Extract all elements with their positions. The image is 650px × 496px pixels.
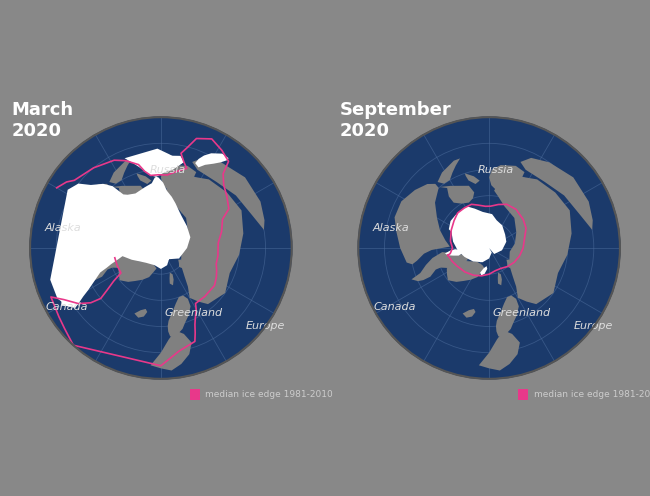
Polygon shape — [170, 273, 174, 285]
Polygon shape — [465, 173, 480, 184]
Polygon shape — [480, 266, 488, 276]
Polygon shape — [118, 259, 157, 282]
Polygon shape — [496, 296, 519, 336]
Polygon shape — [479, 330, 520, 371]
Text: March
2020: March 2020 — [12, 102, 74, 140]
Text: Russia: Russia — [478, 165, 514, 175]
Polygon shape — [498, 273, 502, 285]
Circle shape — [358, 117, 620, 379]
Polygon shape — [66, 184, 122, 264]
Text: Alaska: Alaska — [372, 223, 410, 234]
Polygon shape — [437, 158, 460, 184]
Polygon shape — [112, 186, 146, 204]
Bar — [518, 389, 528, 400]
Polygon shape — [519, 265, 531, 279]
Circle shape — [335, 94, 644, 402]
Polygon shape — [445, 249, 463, 255]
Polygon shape — [195, 153, 229, 167]
Polygon shape — [83, 252, 142, 281]
Polygon shape — [168, 296, 190, 336]
Polygon shape — [494, 177, 571, 304]
Polygon shape — [521, 158, 593, 230]
Polygon shape — [178, 260, 183, 268]
Text: Canada: Canada — [46, 302, 88, 312]
Polygon shape — [61, 292, 79, 307]
Polygon shape — [489, 165, 525, 191]
Polygon shape — [136, 173, 151, 184]
Polygon shape — [463, 309, 476, 317]
Polygon shape — [192, 158, 265, 230]
Polygon shape — [448, 215, 460, 233]
Polygon shape — [72, 253, 94, 267]
Polygon shape — [451, 206, 506, 262]
Polygon shape — [166, 177, 243, 304]
Polygon shape — [144, 155, 184, 172]
Polygon shape — [411, 252, 470, 281]
Polygon shape — [395, 184, 450, 264]
Polygon shape — [109, 158, 132, 184]
Bar — [190, 389, 200, 400]
Circle shape — [6, 94, 315, 402]
Text: Greenland: Greenland — [164, 309, 223, 318]
Text: Greenland: Greenland — [493, 309, 551, 318]
Circle shape — [30, 117, 292, 379]
Polygon shape — [135, 309, 148, 317]
Polygon shape — [161, 165, 196, 191]
Polygon shape — [506, 260, 512, 268]
Polygon shape — [440, 186, 474, 204]
Polygon shape — [190, 265, 203, 279]
Text: Europe: Europe — [246, 321, 285, 331]
Text: median ice edge 1981-2010: median ice edge 1981-2010 — [534, 390, 650, 399]
Text: Russia: Russia — [150, 165, 185, 175]
Text: median ice edge 1981-2010: median ice edge 1981-2010 — [205, 390, 333, 399]
Polygon shape — [151, 330, 192, 371]
Text: Europe: Europe — [574, 321, 614, 331]
Text: Alaska: Alaska — [44, 223, 81, 234]
Polygon shape — [447, 259, 485, 282]
Polygon shape — [50, 149, 190, 308]
Text: Canada: Canada — [374, 302, 416, 312]
Text: September
2020: September 2020 — [340, 102, 452, 140]
